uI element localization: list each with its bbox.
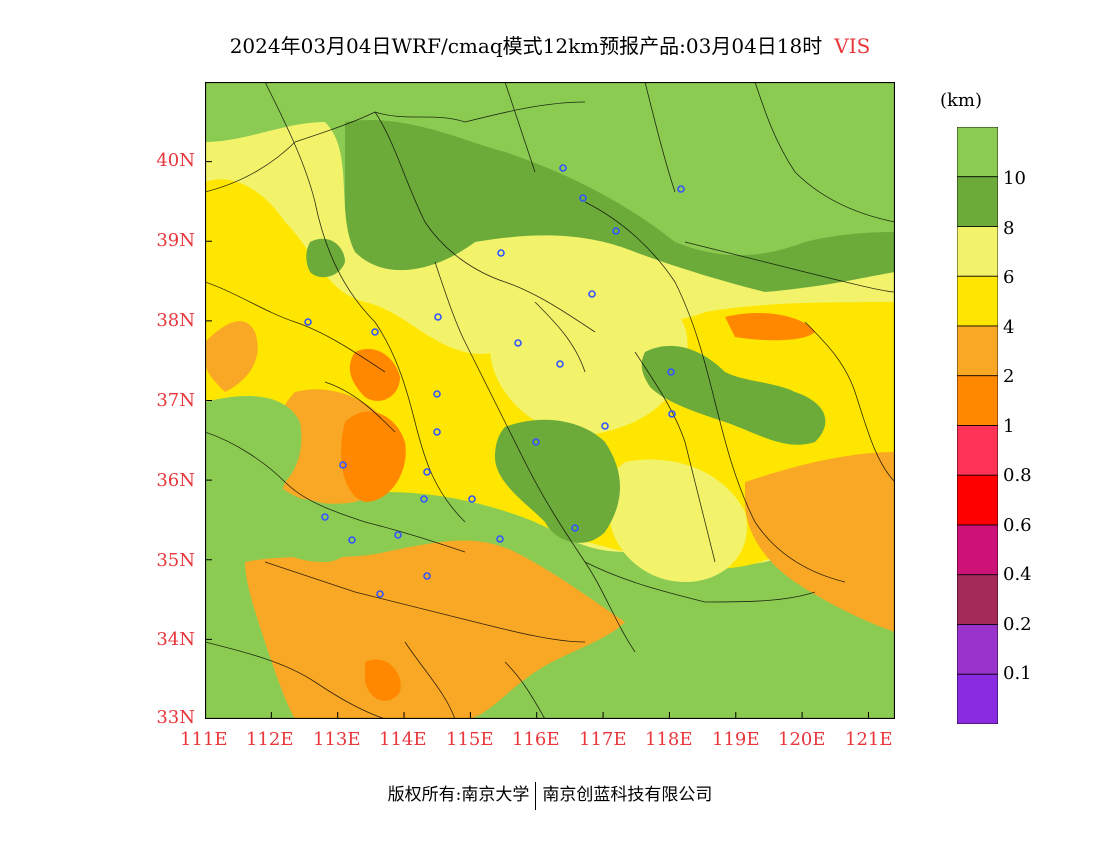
vis-field-10km-south <box>535 582 895 719</box>
legend-swatch <box>957 176 998 227</box>
vis-field-1km-patch-4 <box>365 659 401 701</box>
legend-label-6: 6 <box>1003 267 1015 288</box>
station-marker <box>434 313 442 321</box>
lat-label-34n: 34N <box>156 629 195 650</box>
station-marker <box>468 495 476 503</box>
legend-swatch <box>957 474 998 526</box>
legend-swatch <box>957 673 998 724</box>
legend-label-0-1: 0.1 <box>1003 663 1032 684</box>
station-marker <box>433 428 441 436</box>
station-marker <box>433 390 441 398</box>
station-marker <box>588 290 596 298</box>
lon-label-119e: 119E <box>712 729 760 750</box>
legend-swatch <box>957 127 998 178</box>
lon-label-116e: 116E <box>512 729 560 750</box>
footer-right: 南京创蓝科技有限公司 <box>542 785 713 805</box>
lon-label-113e: 113E <box>313 729 361 750</box>
lat-label-37n: 37N <box>156 390 195 411</box>
station-marker <box>559 164 567 172</box>
vis-field-8km-patch-1 <box>495 419 620 543</box>
station-marker <box>612 227 620 235</box>
vis-field-10km-west <box>205 396 302 552</box>
vis-field-1km-patch-2 <box>349 348 400 401</box>
legend-label-2: 2 <box>1003 366 1015 387</box>
station-marker <box>601 422 609 430</box>
lon-label-118e: 118E <box>645 729 693 750</box>
station-marker <box>667 368 675 376</box>
station-marker <box>394 531 402 539</box>
station-marker <box>579 194 587 202</box>
lon-label-114e: 114E <box>379 729 427 750</box>
title-main: 2024年03月04日WRF/cmaq模式12km预报产品:03月04日18时 <box>229 34 823 58</box>
station-marker <box>321 513 329 521</box>
legend-swatch <box>957 624 998 675</box>
legend-swatch <box>957 524 998 576</box>
lat-label-36n: 36N <box>156 470 195 491</box>
vis-field-8km-patch-2 <box>641 345 826 445</box>
station-marker <box>339 461 347 469</box>
vis-field-1km-patch-3 <box>725 312 815 341</box>
legend-swatch <box>957 275 998 327</box>
legend-unit: (km) <box>940 90 983 111</box>
copyright-footer: 版权所有:南京大学 南京创蓝科技有限公司 <box>0 780 1100 810</box>
footer-separator <box>535 781 537 810</box>
station-marker <box>677 185 685 193</box>
station-marker <box>532 438 540 446</box>
vis-field-6km-center <box>489 289 688 435</box>
vis-field-10km-sw-corner <box>205 598 257 719</box>
legend-swatch <box>957 574 998 625</box>
station-marker <box>304 318 312 326</box>
legend-label-0-6: 0.6 <box>1003 515 1032 536</box>
legend-label-0-2: 0.2 <box>1003 614 1032 635</box>
legend-label-10: 10 <box>1003 168 1026 189</box>
color-legend <box>957 127 998 724</box>
vis-field-2km-east <box>745 452 895 632</box>
vis-field-10km-se <box>825 622 895 719</box>
chart-title: 2024年03月04日WRF/cmaq模式12km预报产品:03月04日18时 V… <box>0 30 1100 59</box>
lat-label-35n: 35N <box>156 550 195 571</box>
station-marker <box>571 524 579 532</box>
lon-label-112e: 112E <box>246 729 294 750</box>
station-marker <box>556 360 564 368</box>
vis-field-2km-nw <box>205 321 258 392</box>
legend-swatch <box>957 226 998 277</box>
footer-left: 版权所有:南京大学 <box>387 785 530 805</box>
legend-label-0-8: 0.8 <box>1003 465 1032 486</box>
lat-label-39n: 39N <box>156 230 195 251</box>
legend-swatch <box>957 325 998 377</box>
lon-label-111e: 111E <box>180 729 228 750</box>
lon-label-115e: 115E <box>446 729 494 750</box>
station-marker <box>668 410 676 418</box>
station-marker <box>376 590 384 598</box>
vis-field-2km-south <box>245 540 625 719</box>
station-marker <box>497 249 505 257</box>
station-marker <box>420 495 428 503</box>
station-marker <box>371 328 379 336</box>
visibility-map <box>205 82 895 719</box>
legend-swatch <box>957 425 998 476</box>
legend-label-1: 1 <box>1003 416 1015 437</box>
legend-label-4: 4 <box>1003 317 1015 338</box>
legend-label-0-4: 0.4 <box>1003 564 1032 585</box>
legend-swatch <box>957 375 998 426</box>
station-marker <box>514 339 522 347</box>
vis-field-8km-patch-3 <box>306 238 345 278</box>
station-marker <box>496 535 504 543</box>
lon-label-117e: 117E <box>579 729 627 750</box>
lat-label-38n: 38N <box>156 310 195 331</box>
legend-label-8: 8 <box>1003 218 1015 239</box>
vis-field-1km-patch-1 <box>341 411 406 502</box>
lat-label-33n: 33N <box>156 707 195 728</box>
title-variable: VIS <box>834 34 871 58</box>
vis-field-10km-sw <box>265 498 358 562</box>
station-marker <box>423 468 431 476</box>
lon-label-120e: 120E <box>778 729 826 750</box>
station-marker <box>423 572 431 580</box>
lon-label-121e: 121E <box>845 729 893 750</box>
lat-label-40n: 40N <box>156 150 195 171</box>
station-marker <box>348 536 356 544</box>
